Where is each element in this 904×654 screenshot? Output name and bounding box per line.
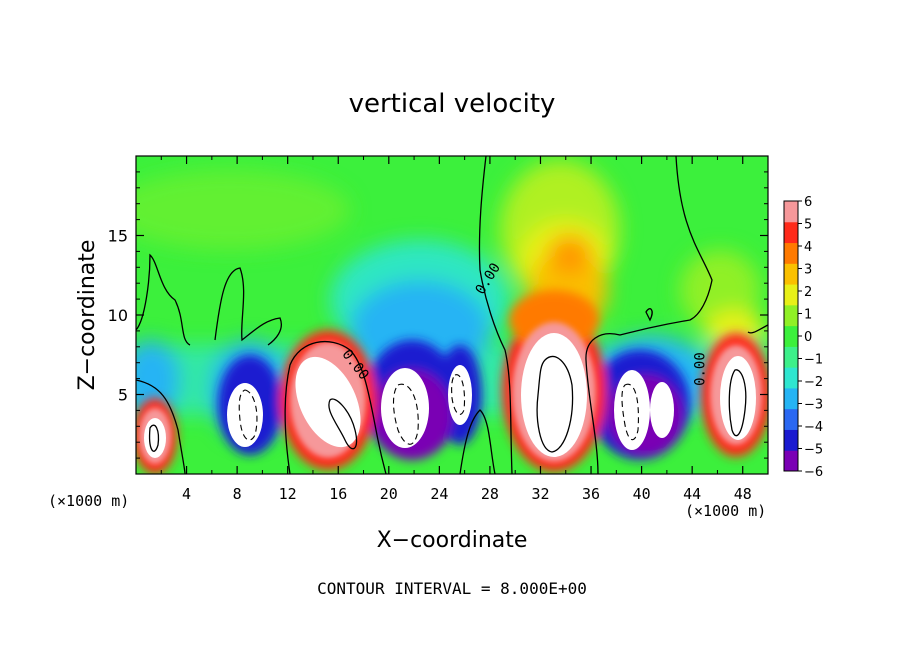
heatmap-field: 0.000.00 0.00 [136, 156, 768, 474]
zero-contour [136, 379, 186, 474]
contour-interval-note: CONTOUR INTERVAL = 8.000E+00 [317, 579, 587, 598]
colorbar-segment [784, 387, 798, 410]
downdraft-core [614, 370, 650, 450]
positive-contour [328, 398, 358, 450]
colorbar-segment [784, 201, 798, 223]
colorbar-tick-label: 0 [804, 330, 812, 345]
contour-lines [136, 156, 768, 474]
negative-contour [392, 383, 419, 445]
colorbar-tick-label: 1 [804, 308, 812, 323]
x-tick-label: 28 [481, 485, 499, 503]
x-unit-left: (×1000 m) [48, 492, 129, 510]
negative-contour [451, 374, 466, 415]
updraft-core [720, 356, 756, 440]
downdraft-core [448, 365, 472, 425]
positive-contour [536, 355, 574, 453]
zero-contour [478, 156, 513, 474]
x-tick-label: 32 [531, 485, 549, 503]
zero-contour [747, 324, 768, 334]
colorbar-segment [784, 304, 798, 327]
colorbar-segment [784, 450, 798, 472]
y-tick-label: 15 [108, 227, 128, 246]
y-tick-label: 5 [118, 386, 128, 405]
x-axis-label: X−coordinate [377, 528, 528, 553]
y-axis: 5 10 15 [108, 171, 768, 459]
x-tick-label: 4 [182, 485, 191, 503]
x-tick-label: 12 [279, 485, 297, 503]
colorbar-tick-label: −5 [804, 443, 823, 458]
positive-contour [148, 424, 160, 452]
x-tick-label: 24 [430, 485, 448, 503]
zero-contour [459, 409, 496, 474]
contour-label: 0.00 [693, 352, 709, 386]
colorbar-tick-label: −3 [804, 398, 823, 413]
colorbar-segment [784, 284, 798, 306]
colorbar-segment [784, 221, 798, 244]
zero-contour [284, 340, 387, 474]
updraft-core [295, 356, 361, 448]
x-unit-right: (×1000 m) [685, 502, 766, 520]
zero-contour [136, 253, 191, 346]
updraft-core [521, 333, 587, 457]
zero-contour [214, 267, 282, 346]
colorbar-tick-label: 3 [804, 263, 812, 278]
negative-contour [238, 389, 258, 441]
colorbar-tick-label: 5 [804, 218, 812, 233]
y-axis-label: Z−coordinate [75, 240, 100, 391]
positive-contour [728, 369, 747, 437]
colorbar-tick-label: 6 [804, 195, 812, 210]
colorbar-segment [784, 408, 798, 430]
colorbar-tick-label: −1 [804, 353, 823, 368]
colorbar-segment [784, 346, 798, 368]
zero-contour [585, 156, 713, 474]
x-tick-label: 36 [582, 485, 600, 503]
colorbar-segment [784, 429, 798, 451]
x-tick-label: 8 [233, 485, 242, 503]
colorbar-segment [784, 367, 798, 389]
colorbar-tick-label: 2 [804, 285, 812, 300]
colorbar-tick-label: −2 [804, 375, 823, 390]
x-tick-label: 16 [329, 485, 347, 503]
x-axis: 4 8 12 16 20 24 28 32 36 40 44 48 [160, 156, 752, 503]
colorbar-segment [784, 263, 798, 285]
x-tick-label: 48 [734, 485, 752, 503]
zero-contour [645, 308, 653, 322]
colorbar-tick-label: −6 [804, 465, 823, 480]
colorbar: 6 5 4 3 2 1 0 −1 −2 −3 −4 −5 −6 [783, 195, 823, 480]
y-tick-label: 10 [108, 306, 128, 325]
colorbar-segment [784, 242, 798, 264]
updraft-core [144, 418, 166, 458]
colorbar-tick-label: 4 [804, 240, 812, 255]
x-tick-label: 44 [683, 485, 701, 503]
downdraft-core [650, 382, 674, 438]
colorbar-tick-label: −4 [804, 420, 823, 435]
chart-title: vertical velocity [349, 89, 556, 119]
x-tick-label: 40 [633, 485, 651, 503]
downdraft-core [381, 368, 429, 448]
saturated-cores [144, 333, 756, 458]
negative-contour-lines [238, 374, 639, 445]
negative-contour [621, 383, 639, 441]
x-tick-label: 20 [380, 485, 398, 503]
colorbar-segment [784, 325, 798, 347]
